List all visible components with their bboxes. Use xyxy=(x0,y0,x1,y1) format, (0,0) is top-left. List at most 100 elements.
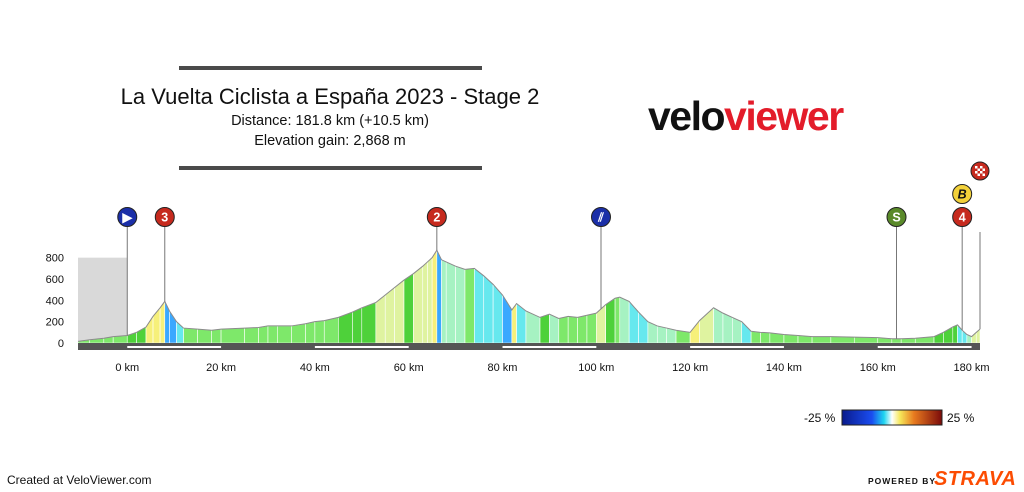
x-tick-label: 160 km xyxy=(860,362,896,374)
x-tick-label: 140 km xyxy=(766,362,802,374)
profile-segment xyxy=(741,320,752,344)
profile-segment xyxy=(464,267,475,344)
profile-segment xyxy=(375,294,386,344)
marker-glyph: 4 xyxy=(959,211,966,225)
y-tick-label: 600 xyxy=(46,274,64,286)
profile-segment xyxy=(558,315,569,344)
profile-segment xyxy=(291,323,306,344)
y-tick-label: 800 xyxy=(46,253,64,265)
profile-segment xyxy=(586,312,597,344)
profile-segment xyxy=(220,327,245,344)
profile-segment xyxy=(305,321,316,344)
marker-circle xyxy=(886,207,907,227)
profile-segment xyxy=(211,328,222,344)
profile-segment xyxy=(394,279,405,344)
profile-segment xyxy=(549,313,560,344)
sprint-icon: S xyxy=(886,207,907,339)
bonus-icon: B xyxy=(952,184,973,204)
profile-segment xyxy=(361,302,377,344)
profile-segment xyxy=(164,301,170,344)
checker xyxy=(975,171,978,174)
checker xyxy=(975,166,978,169)
x-tick-label: 20 km xyxy=(206,362,236,374)
profile-segment xyxy=(614,296,621,344)
profile-segment xyxy=(750,330,761,344)
x-tick-label: 100 km xyxy=(578,362,614,374)
x-tick-label: 0 km xyxy=(115,362,139,374)
marker-glyph: 2 xyxy=(433,211,440,225)
profile-segment xyxy=(145,315,154,344)
profile-segment xyxy=(197,328,212,344)
profile-segment xyxy=(267,325,278,344)
profile-segment xyxy=(183,327,198,344)
marker-glyph: ▶ xyxy=(121,211,133,225)
finish-flag-icon xyxy=(970,161,990,330)
marker-glyph: ⫽ xyxy=(597,211,604,225)
profile-segment xyxy=(577,314,588,344)
profile-segment xyxy=(445,261,456,344)
profile-segment xyxy=(811,336,832,344)
marker-circle xyxy=(952,207,973,227)
top-rule xyxy=(179,66,482,70)
marker-glyph: B xyxy=(958,188,967,202)
x-tick-label: 120 km xyxy=(672,362,708,374)
profile-segment xyxy=(525,310,541,344)
profile-segment xyxy=(314,320,325,344)
checker xyxy=(982,173,985,176)
profile-segment xyxy=(760,332,771,344)
marker-glyph: S xyxy=(892,211,900,225)
kom-cat3-icon: 3 xyxy=(154,207,175,302)
checker xyxy=(977,173,980,176)
page-title: La Vuelta Ciclista a España 2023 - Stage… xyxy=(120,84,540,109)
profile-segment xyxy=(628,300,639,344)
checker xyxy=(980,171,983,174)
profile-segment xyxy=(413,265,424,344)
y-tick-label: 400 xyxy=(46,295,64,307)
x-tick-label: 80 km xyxy=(488,362,518,374)
profile-segment xyxy=(384,286,395,344)
profile-segment xyxy=(596,303,606,344)
profile-segment xyxy=(422,261,428,344)
strava-logo: STRAVA xyxy=(934,468,1017,490)
distance-bar-segment xyxy=(314,346,409,348)
profile-segment xyxy=(403,273,414,344)
legend-max-label: 25 % xyxy=(947,411,975,425)
checker xyxy=(980,166,983,169)
profile-segment xyxy=(352,307,363,344)
marker-glyph: 3 xyxy=(161,211,168,225)
profile-segment xyxy=(567,315,578,344)
gradient-legend-bar xyxy=(841,409,943,426)
profile-segment xyxy=(605,297,616,344)
credit-text: Created at VeloViewer.com xyxy=(7,473,152,487)
profile-segment xyxy=(427,256,433,344)
profile-segment xyxy=(722,312,733,344)
distance-bar-segment xyxy=(877,346,972,348)
kom-cat2-icon: 2 xyxy=(426,207,447,251)
distance-bar-segment xyxy=(690,346,784,348)
y-tick-label: 0 xyxy=(58,338,64,350)
checker xyxy=(977,168,980,171)
start-flag-icon: ▶ xyxy=(117,207,138,336)
marker-circle xyxy=(154,207,175,227)
marker-circle xyxy=(117,207,138,227)
checker xyxy=(982,168,985,171)
distance-bar-segment xyxy=(502,346,597,348)
profile-segment xyxy=(689,319,700,344)
profile-segment xyxy=(713,307,724,344)
legend-min-label: -25 % xyxy=(804,411,836,425)
profile-segment xyxy=(431,249,438,344)
feed-zone-icon: ⫽ xyxy=(591,207,612,309)
x-tick-label: 60 km xyxy=(394,362,424,374)
profile-segment xyxy=(830,336,855,344)
powered-by-text: POWERED BY xyxy=(868,476,937,486)
distance-text: Distance: 181.8 km (+10.5 km) xyxy=(231,113,429,129)
profile-segment xyxy=(258,325,269,344)
profile-segment xyxy=(441,259,447,344)
distance-bar-segment xyxy=(127,346,222,348)
profile-segment xyxy=(277,325,292,344)
profile-segment xyxy=(152,306,161,344)
y-tick-label: 200 xyxy=(46,317,64,329)
profile-segment xyxy=(436,250,442,344)
profile-segment xyxy=(323,317,339,344)
